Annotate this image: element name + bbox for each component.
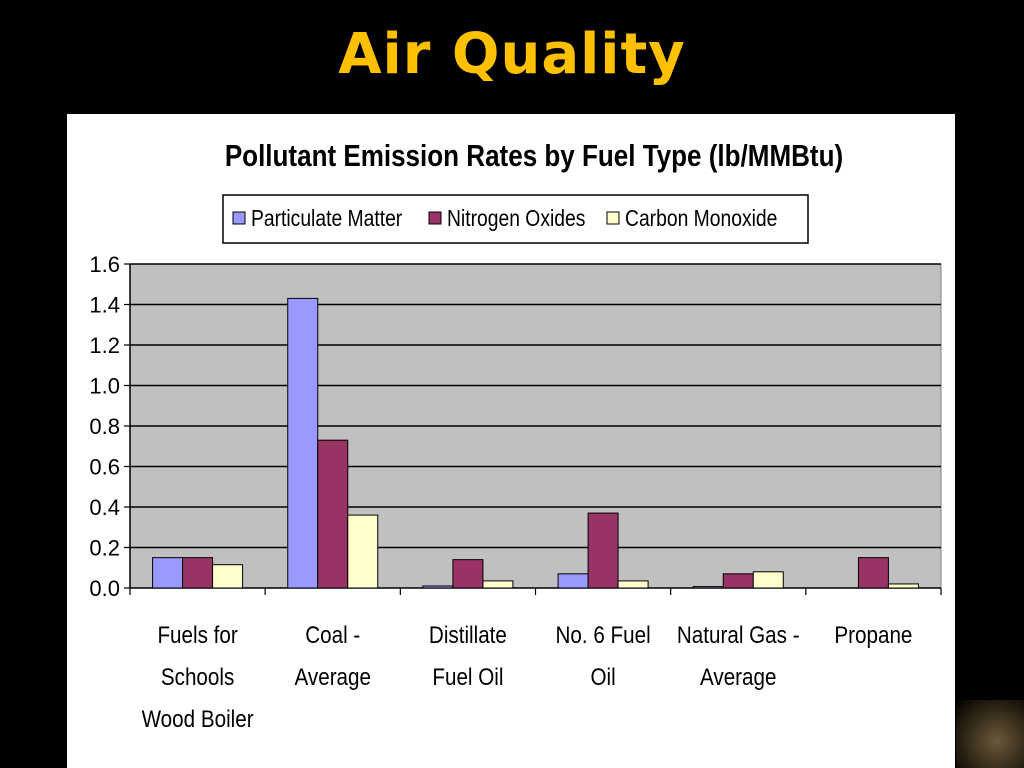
legend-label: Carbon Monoxide (625, 207, 777, 232)
bar (857, 557, 889, 589)
legend-label: Nitrogen Oxides (447, 207, 585, 232)
legend-swatch (606, 211, 620, 225)
y-tick-label: 1.0 (89, 374, 120, 399)
x-tick-label: Average (700, 664, 776, 691)
legend-swatch (232, 211, 246, 225)
y-tick-label: 1.4 (89, 293, 120, 318)
legend-label: Particulate Matter (251, 207, 402, 232)
bar (587, 512, 619, 589)
x-tick-label: Coal - (305, 622, 360, 649)
x-tick-label: Fuels for (157, 622, 238, 649)
x-tick-label: Oil (590, 664, 615, 691)
x-tick-label: Wood Boiler (142, 706, 255, 733)
y-tick-label: 0.8 (89, 414, 120, 439)
x-tick-label: Average (295, 664, 371, 691)
y-tick-label: 0.6 (89, 455, 120, 480)
bar (347, 514, 379, 589)
bar (452, 559, 484, 589)
bar (692, 586, 724, 589)
bar (212, 564, 244, 589)
y-tick-label: 1.2 (89, 333, 120, 358)
legend-box (222, 194, 809, 244)
bar (317, 439, 349, 589)
x-tick-label: Distillate (429, 622, 507, 649)
bar (152, 557, 184, 589)
legend-swatch (428, 211, 442, 225)
bar (482, 580, 514, 589)
bar (182, 557, 214, 589)
y-tick-label: 1.6 (89, 252, 120, 277)
bar (422, 585, 454, 589)
bar (617, 580, 649, 589)
x-tick-label: No. 6 Fuel (555, 622, 650, 649)
chart-panel: Pollutant Emission Rates by Fuel Type (l… (67, 114, 955, 768)
bar (287, 297, 319, 589)
y-tick-label: 0.0 (89, 576, 120, 601)
corner-decoration (956, 700, 1024, 768)
bar (752, 571, 784, 589)
bar-chart: Pollutant Emission Rates by Fuel Type (l… (89, 139, 942, 733)
bar (722, 573, 754, 589)
bar (557, 573, 589, 589)
x-tick-label: Natural Gas - (677, 622, 800, 649)
x-tick-label: Schools (161, 664, 234, 691)
slide-title: Air Quality (338, 22, 686, 87)
chart-title: Pollutant Emission Rates by Fuel Type (l… (225, 139, 843, 174)
y-tick-label: 0.2 (89, 536, 120, 561)
x-tick-label: Propane (834, 622, 912, 649)
y-tick-label: 0.4 (89, 495, 120, 520)
bar (887, 583, 919, 589)
x-tick-label: Fuel Oil (432, 664, 503, 691)
